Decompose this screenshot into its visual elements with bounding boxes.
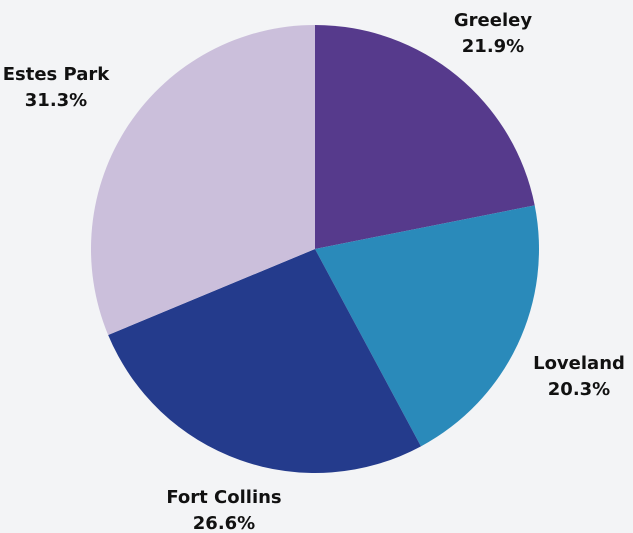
pie-slice-greeley — [315, 25, 535, 249]
pie-slice-loveland — [315, 205, 539, 447]
slice-value-estes-park: 31.3% — [25, 90, 87, 111]
slice-label-fort-collins: Fort Collins — [166, 487, 281, 508]
pie-slice-fort-collins — [108, 249, 421, 473]
slice-label-loveland: Loveland — [533, 353, 625, 374]
slice-label-estes-park: Estes Park — [3, 64, 111, 85]
slice-value-greeley: 21.9% — [462, 36, 524, 57]
pie-slice-estes-park — [90, 25, 315, 335]
slice-value-fort-collins: 26.6% — [193, 513, 255, 533]
slice-value-loveland: 20.3% — [548, 379, 610, 400]
slice-label-greeley: Greeley — [454, 10, 532, 31]
